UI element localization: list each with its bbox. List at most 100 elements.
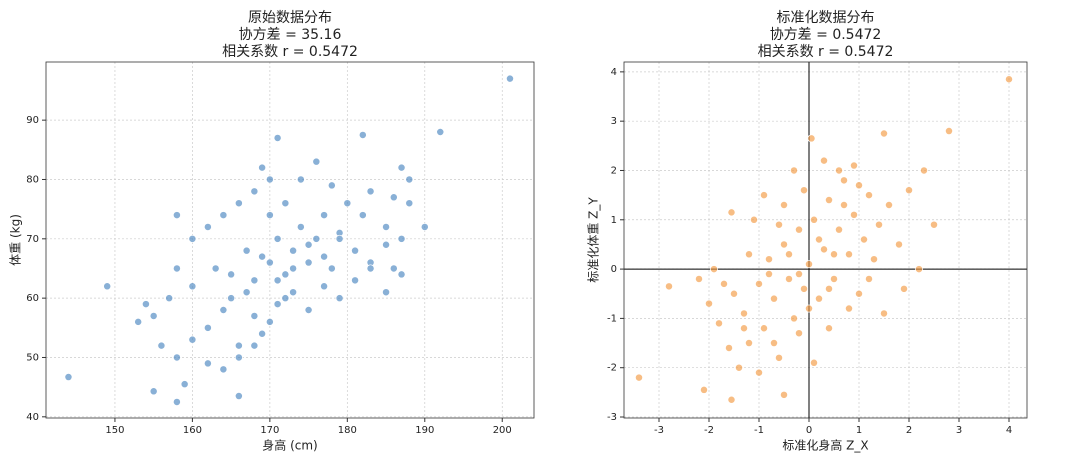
point: [805, 260, 813, 269]
point: [296, 175, 305, 184]
point: [730, 289, 738, 298]
point: [725, 344, 733, 352]
point: [745, 250, 753, 259]
x-tick-label: 4: [1006, 425, 1012, 436]
point: [227, 294, 236, 303]
point: [172, 353, 181, 362]
y-tick-label: -2: [607, 363, 617, 374]
point: [397, 163, 406, 172]
y-tick-label: -1: [607, 313, 617, 324]
point: [351, 276, 360, 285]
chart-title: 协方差 = 0.5472: [770, 27, 882, 43]
point: [770, 339, 778, 348]
point: [805, 304, 813, 313]
point: [820, 156, 828, 165]
point: [420, 222, 429, 231]
point: [265, 258, 274, 267]
point: [740, 324, 748, 333]
y-tick-label: 0: [611, 264, 617, 275]
point: [436, 128, 445, 136]
point: [172, 398, 181, 406]
point: [358, 131, 367, 139]
point: [810, 358, 818, 367]
point: [815, 235, 823, 244]
point: [382, 288, 391, 297]
point: [358, 211, 367, 220]
point: [258, 163, 267, 172]
point: [234, 341, 243, 350]
y-tick-label: 1: [611, 215, 617, 226]
y-tick-label: 4: [611, 67, 617, 78]
x-tick-label: 160: [183, 425, 202, 436]
point: [320, 211, 329, 220]
point: [312, 234, 321, 243]
point: [134, 317, 143, 326]
point: [366, 187, 375, 196]
point: [273, 300, 282, 309]
point: [64, 373, 73, 382]
plot-frame: [45, 61, 535, 419]
y-tick-label: 2: [611, 165, 617, 176]
y-tick-label: 80: [26, 174, 39, 185]
point: [157, 341, 166, 350]
point: [289, 264, 298, 273]
point: [203, 359, 212, 368]
point: [203, 222, 212, 231]
point: [281, 199, 290, 208]
y-tick-label: 60: [26, 293, 39, 304]
point: [250, 341, 259, 350]
point: [273, 234, 282, 243]
point: [203, 323, 212, 332]
point: [727, 395, 736, 404]
x-axis-label: 身高 (cm): [262, 438, 317, 453]
point: [172, 211, 181, 220]
point: [242, 288, 251, 297]
point: [250, 276, 259, 285]
point: [740, 309, 748, 318]
point: [296, 222, 305, 231]
point: [800, 186, 808, 195]
point: [250, 311, 259, 320]
point: [865, 275, 873, 283]
point: [807, 134, 816, 143]
x-tick-label: 2: [906, 425, 912, 436]
point: [389, 193, 398, 202]
point: [795, 225, 803, 234]
point: [780, 201, 788, 209]
chart-title: 相关系数 r = 0.5472: [222, 44, 358, 60]
x-tick-label: 0: [806, 425, 812, 436]
point: [234, 392, 243, 400]
point: [727, 208, 736, 217]
point: [790, 166, 798, 175]
point: [343, 199, 352, 208]
point: [790, 314, 798, 323]
point: [780, 390, 788, 399]
point: [281, 270, 290, 279]
point: [304, 240, 313, 249]
point: [880, 309, 888, 318]
y-tick-label: 70: [26, 234, 39, 245]
x-tick-label: -2: [704, 425, 714, 436]
x-tick-label: 170: [260, 425, 279, 436]
point: [715, 319, 723, 328]
point: [755, 279, 763, 288]
point: [830, 250, 838, 259]
point: [870, 255, 878, 264]
point: [320, 282, 329, 291]
point: [234, 199, 243, 208]
point: [710, 265, 718, 274]
point: [242, 246, 251, 255]
x-tick-label: 3: [956, 425, 962, 436]
point: [149, 387, 158, 396]
point: [840, 176, 848, 185]
point: [180, 380, 189, 389]
point: [765, 270, 773, 278]
point: [304, 258, 313, 267]
point: [810, 215, 818, 224]
point: [281, 294, 290, 303]
point: [289, 288, 298, 297]
point: [750, 215, 758, 224]
point: [265, 175, 274, 184]
point: [785, 250, 793, 259]
point: [860, 235, 868, 244]
